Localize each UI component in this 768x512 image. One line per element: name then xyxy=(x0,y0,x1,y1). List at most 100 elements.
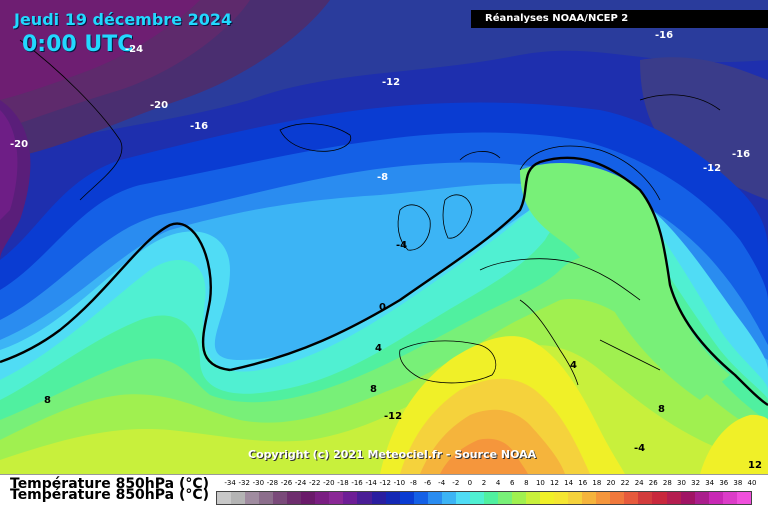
legend-swatch xyxy=(736,492,751,504)
legend-tick-label: 6 xyxy=(509,479,515,487)
legend-tick-label: 4 xyxy=(495,479,501,487)
legend-swatch xyxy=(399,492,414,504)
contour-label: 8 xyxy=(658,404,665,415)
legend-tick-label: 10 xyxy=(535,479,545,487)
legend-swatch xyxy=(357,492,372,504)
contour-label: -24 xyxy=(125,44,144,55)
contour-label: 12 xyxy=(748,460,762,471)
legend-swatch xyxy=(455,492,470,504)
legend-swatch xyxy=(610,492,625,504)
legend-tick-label: 14 xyxy=(564,479,574,487)
legend-tick-label: -32 xyxy=(238,479,250,487)
legend-swatch xyxy=(469,492,484,504)
contour-label: 0 xyxy=(379,302,386,313)
legend-swatch xyxy=(483,492,498,504)
legend-ticks: -34 -32 -30 -28 -26 -24 -22 -20 -18 -16 -14 -12 -10-… xyxy=(216,479,756,489)
legend-tick-label: -14 xyxy=(365,479,377,487)
contour-label: 8 xyxy=(370,384,377,395)
legend-tick-label: -16 xyxy=(351,479,363,487)
contour-label: -8 xyxy=(377,172,389,183)
contour-label: -4 xyxy=(634,443,646,454)
contour-label: -16 xyxy=(732,149,751,160)
time-title: 0:00 UTC xyxy=(22,32,134,57)
legend-swatch xyxy=(371,492,386,504)
legend-tick-label: -34 xyxy=(224,479,236,487)
legend-tick-label: 38 xyxy=(733,479,743,487)
legend-swatch xyxy=(343,492,358,504)
legend-title: Température 850hPa (°C) xyxy=(10,476,210,492)
legend-tick-label: 18 xyxy=(592,479,602,487)
copyright-notice: Copyright (c) 2021 Meteociel.fr - Source… xyxy=(248,448,537,461)
contour-label: -16 xyxy=(655,30,674,41)
legend-tick-label: 28 xyxy=(662,479,672,487)
contour-label: -20 xyxy=(150,100,169,111)
legend-tick-label: -4 xyxy=(438,479,446,487)
legend-swatch xyxy=(638,492,653,504)
contour-label: 8 xyxy=(44,395,51,406)
legend-swatch xyxy=(568,492,583,504)
legend-swatch xyxy=(722,492,737,504)
contour-label: -12 xyxy=(703,163,722,174)
legend-tick-label: 0 xyxy=(467,479,473,487)
legend-swatch xyxy=(315,492,330,504)
legend-tick-label: 8 xyxy=(524,479,529,487)
legend-swatch xyxy=(301,492,316,504)
legend-tick-label: 34 xyxy=(705,479,715,487)
contour-label: -12 xyxy=(382,77,401,88)
legend-tick-label: -28 xyxy=(266,479,279,487)
legend-tick-label: 26 xyxy=(648,479,658,487)
legend-swatch xyxy=(231,492,246,504)
legend-swatch xyxy=(441,492,456,504)
legend-tick-label: -6 xyxy=(424,479,432,487)
contour-label: -16 xyxy=(190,121,209,132)
legend-swatch xyxy=(624,492,639,504)
legend-swatch xyxy=(245,492,260,504)
legend-tick-label: 24 xyxy=(634,479,644,487)
legend-swatch xyxy=(217,492,232,504)
legend-tick-label: -22 xyxy=(309,479,321,487)
legend-title-shadow: Température 850hPa (°C) xyxy=(10,487,210,503)
legend-swatch xyxy=(694,492,709,504)
contour-label: -12 xyxy=(384,411,403,422)
legend-swatch xyxy=(413,492,428,504)
legend-swatch xyxy=(540,492,555,504)
legend-swatch xyxy=(680,492,695,504)
legend-swatch xyxy=(385,492,400,504)
legend-tick-label: -8 xyxy=(409,479,417,487)
legend-swatch xyxy=(652,492,667,504)
legend-swatch xyxy=(273,492,288,504)
legend-tick-label: 36 xyxy=(719,479,729,487)
source-label: Réanalyses NOAA/NCEP 2 xyxy=(471,10,768,28)
legend-swatch xyxy=(287,492,302,504)
legend-tick-label: -12 xyxy=(379,479,391,487)
legend-tick-label: 2 xyxy=(481,479,487,487)
date-title: Jeudi 19 décembre 2024 xyxy=(14,10,233,29)
contour-label: -4 xyxy=(396,240,408,251)
legend-tick-label: 16 xyxy=(578,479,588,487)
legend-tick-label: -2 xyxy=(452,479,460,487)
legend-swatch xyxy=(666,492,681,504)
legend-swatch xyxy=(554,492,569,504)
legend-swatch xyxy=(427,492,442,504)
legend-swatch xyxy=(329,492,344,504)
legend-tick-label: 32 xyxy=(691,479,701,487)
temperature-850hpa-map xyxy=(0,0,768,474)
legend-tick-label: 30 xyxy=(677,479,686,487)
color-legend: Température 850hPa (°C) Température 850h… xyxy=(0,474,768,512)
legend-tick-label: 22 xyxy=(620,479,630,487)
legend-tick-label: 20 xyxy=(606,479,616,487)
legend-swatch xyxy=(526,492,541,504)
contour-label: -20 xyxy=(10,139,29,150)
legend-swatch xyxy=(596,492,611,504)
contour-label: 4 xyxy=(570,360,577,371)
legend-tick-label: 12 xyxy=(550,479,559,487)
legend-tick-label: -24 xyxy=(294,479,307,487)
legend-tick-label: -10 xyxy=(393,479,406,487)
legend-swatch xyxy=(708,492,723,504)
legend-tick-label: -18 xyxy=(337,479,349,487)
legend-swatch xyxy=(582,492,597,504)
legend-tick-label: 40 xyxy=(747,479,757,487)
legend-swatch xyxy=(511,492,527,504)
legend-swatch xyxy=(497,492,512,504)
